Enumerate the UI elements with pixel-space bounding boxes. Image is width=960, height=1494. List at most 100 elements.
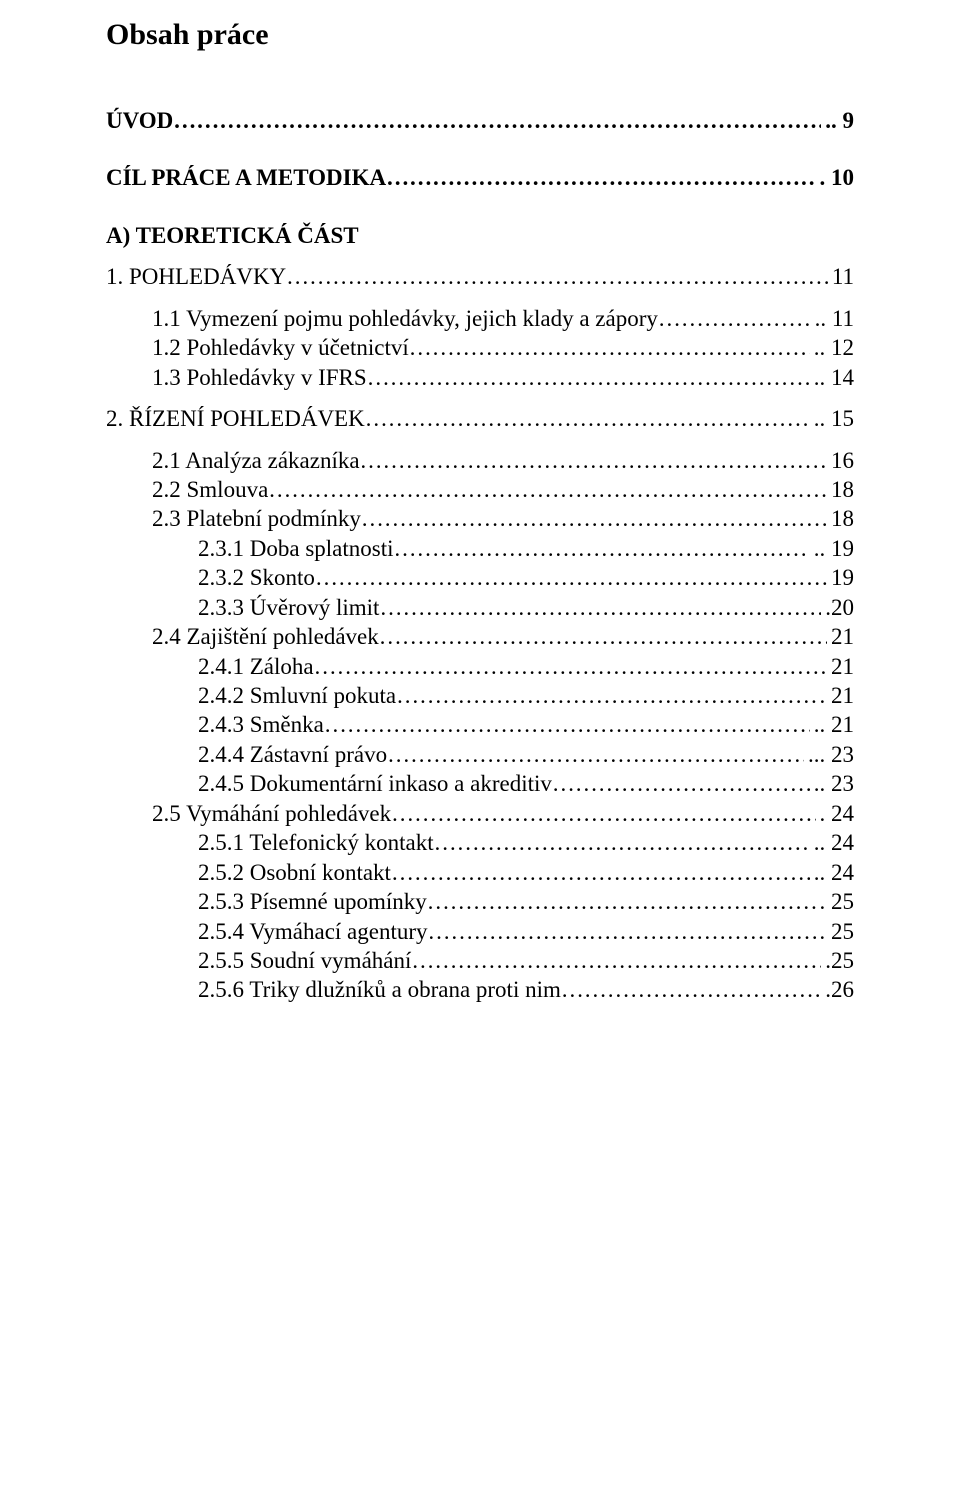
- spacer: [106, 193, 854, 221]
- toc-entry-label: 2.4.5 Dokumentární inkaso a akreditiv: [198, 769, 552, 798]
- toc-entry-leader: ……………………………………………………………………………………………………………: [428, 917, 827, 946]
- toc-entry-label: 2.5.2 Osobní kontakt: [198, 858, 391, 887]
- toc-entry: CÍL PRÁCE A METODIKA………………………………………………………: [106, 163, 854, 192]
- toc-entry-label: 2.4.2 Smluvní pokuta: [198, 681, 396, 710]
- toc-entry-page: .. 19: [810, 534, 854, 563]
- toc-entry-label: 2.4.4 Zástavní právo: [198, 740, 387, 769]
- toc-entry-leader: ……………………………………………………………………………………………………………: [286, 262, 828, 291]
- toc-entry-page: .. 15: [810, 404, 854, 433]
- toc-entry-leader: ……………………………………………………………………………………………………………: [365, 404, 810, 433]
- spacer: [106, 292, 854, 304]
- toc-entry-label: 2.3.3 Úvěrový limit: [198, 593, 379, 622]
- toc-entry-label: 2.5.6 Triky dlužníků a obrana proti nim: [198, 975, 561, 1004]
- toc-entry: 2.4.5 Dokumentární inkaso a akreditiv…………: [106, 769, 854, 798]
- toc-entry-page: .. 24: [810, 858, 854, 887]
- toc-entry-leader: ……………………………………………………………………………………………………………: [411, 946, 821, 975]
- toc-entry-label: 2.5 Vymáhání pohledávek: [152, 799, 391, 828]
- toc-entry: 2.4.1 Záloha……………………………………………………………………………: [106, 652, 854, 681]
- toc-entry-leader: ……………………………………………………………………………………………………………: [427, 887, 816, 916]
- toc-entry-label: 2.4.3 Směnka: [198, 710, 324, 739]
- toc-entry: 2. ŘÍZENÍ POHLEDÁVEK………………………………………………………: [106, 404, 854, 433]
- toc-entry-label: 2.4 Zajištění pohledávek: [152, 622, 379, 651]
- spacer: [106, 434, 854, 446]
- toc-entry-leader: ……………………………………………………………………………………………………………: [394, 534, 810, 563]
- toc-entry-page: .. 24: [810, 828, 854, 857]
- toc-entry-page: 18: [827, 504, 854, 533]
- toc-entry-page: . 21: [816, 681, 855, 710]
- toc-entry-leader: ……………………………………………………………………………………………………………: [552, 769, 810, 798]
- toc-entry-page: .. 12: [810, 333, 854, 362]
- toc-entry-leader: ……………………………………………………………………………………………………………: [396, 681, 815, 710]
- toc-entry-page: .. 14: [810, 363, 854, 392]
- toc-entry: 2.5.6 Triky dlužníků a obrana proti nim……: [106, 975, 854, 1004]
- toc-entry-label: 2.5.3 Písemné upomínky: [198, 887, 427, 916]
- toc-entry: A) TEORETICKÁ ČÁST: [106, 221, 854, 250]
- toc-entry: 2.2 Smlouva………………………………………………………………………………: [106, 475, 854, 504]
- toc-entry: 2.4 Zajištění pohledávek……………………………………………: [106, 622, 854, 651]
- toc-entry-label: 2.5.1 Telefonický kontakt: [198, 828, 434, 857]
- page: Obsah práce ÚVOD…………………………………………………………………: [0, 0, 960, 1494]
- toc-entry-page: . 24: [816, 799, 855, 828]
- toc-entry: 2.4.4 Zástavní právo………………………………………………………: [106, 740, 854, 769]
- toc-entry: 2.4.2 Smluvní pokuta………………………………………………………: [106, 681, 854, 710]
- page-title: Obsah práce: [106, 18, 854, 52]
- toc-entry-leader: ……………………………………………………………………………………………………………: [391, 858, 810, 887]
- toc-entry-page: .. 11: [811, 304, 854, 333]
- toc-entry-label: 2.3.1 Doba splatnosti: [198, 534, 394, 563]
- toc-entry: 1.2 Pohledávky v účetnictví……………………………………: [106, 333, 854, 362]
- toc-entry-leader: ……………………………………………………………………………………………………………: [314, 652, 827, 681]
- toc-entry-page: 19: [827, 563, 854, 592]
- toc-entry: 1. POHLEDÁVKY…………………………………………………………………………: [106, 262, 854, 291]
- toc-entry: 2.5.3 Písemné upomínky…………………………………………………: [106, 887, 854, 916]
- toc-entry-page: .20: [821, 593, 854, 622]
- toc-entry-leader: ……………………………………………………………………………………………………………: [361, 504, 827, 533]
- toc-entry-label: 2.1 Analýza zákazníka: [152, 446, 360, 475]
- toc-entry-label: 1.1 Vymezení pojmu pohledávky, jejich kl…: [152, 304, 658, 333]
- toc-entry-label: 2.2 Smlouva: [152, 475, 268, 504]
- toc-entry-label: A) TEORETICKÁ ČÁST: [106, 221, 359, 250]
- toc-entry: 2.5 Vymáhání pohledávek………………………………………………: [106, 799, 854, 828]
- toc-entry-label: 1.2 Pohledávky v účetnictví: [152, 333, 409, 362]
- toc-entry-page: 21: [827, 652, 854, 681]
- toc-entry-leader: ……………………………………………………………………………………………………………: [387, 740, 804, 769]
- toc-entry-leader: ……………………………………………………………………………………………………………: [658, 304, 811, 333]
- spacer: [106, 135, 854, 163]
- toc-entry-label: 2.5.4 Vymáhací agentury: [198, 917, 428, 946]
- toc-entry: ÚVOD…………………………………………………………………………………………………: [106, 106, 854, 135]
- toc-entry-page: 21: [827, 622, 854, 651]
- toc-entry-page: . 10: [816, 163, 855, 192]
- toc-entry-leader: ……………………………………………………………………………………………………………: [173, 106, 821, 135]
- toc-entry-label: CÍL PRÁCE A METODIKA: [106, 163, 386, 192]
- toc-entry-page: ... 23: [804, 740, 854, 769]
- toc-entry: 2.3.3 Úvěrový limit…………………………………………………………: [106, 593, 854, 622]
- toc-entry: 2.5.5 Soudní vymáhání……………………………………………………: [106, 946, 854, 975]
- toc-entry-leader: ……………………………………………………………………………………………………………: [379, 593, 821, 622]
- toc-entry-leader: ……………………………………………………………………………………………………………: [379, 622, 827, 651]
- toc-entry-label: ÚVOD: [106, 106, 173, 135]
- toc-entry-label: 2.4.1 Záloha: [198, 652, 314, 681]
- toc-entry: 1.1 Vymezení pojmu pohledávky, jejich kl…: [106, 304, 854, 333]
- toc-entry-page: .. 9: [821, 106, 854, 135]
- toc-entry-label: 2. ŘÍZENÍ POHLEDÁVEK: [106, 404, 365, 433]
- toc-entry-leader: ……………………………………………………………………………………………………………: [367, 363, 810, 392]
- toc-entry: 2.5.2 Osobní kontakt………………………………………………………: [106, 858, 854, 887]
- toc-entry: 2.4.3 Směnka……………………………………………………………………………: [106, 710, 854, 739]
- spacer: [106, 392, 854, 404]
- toc-entry-page: .26: [821, 975, 854, 1004]
- toc-entry-leader: ……………………………………………………………………………………………………………: [360, 446, 827, 475]
- toc-entry-page: .. 23: [810, 769, 854, 798]
- toc-entry-label: 2.3 Platební podmínky: [152, 504, 361, 533]
- toc-entry-page: . 25: [816, 887, 855, 916]
- toc-entry-label: 2.5.5 Soudní vymáhání: [198, 946, 411, 975]
- toc-entry-page: 16: [827, 446, 854, 475]
- toc-entry: 2.5.1 Telefonický kontakt…………………………………………: [106, 828, 854, 857]
- toc-entry: 2.1 Analýza zákazníka……………………………………………………: [106, 446, 854, 475]
- toc-entry-leader: ……………………………………………………………………………………………………………: [268, 475, 827, 504]
- toc-entry-page: 18: [827, 475, 854, 504]
- toc-entry-leader: ……………………………………………………………………………………………………………: [434, 828, 810, 857]
- toc-entry-label: 2.3.2 Skonto: [198, 563, 315, 592]
- toc-entry-leader: ……………………………………………………………………………………………………………: [409, 333, 810, 362]
- toc-entry: 2.3 Platební podmínky……………………………………………………: [106, 504, 854, 533]
- toc-entry-label: 1. POHLEDÁVKY: [106, 262, 286, 291]
- toc-entry-leader: ……………………………………………………………………………………………………………: [315, 563, 827, 592]
